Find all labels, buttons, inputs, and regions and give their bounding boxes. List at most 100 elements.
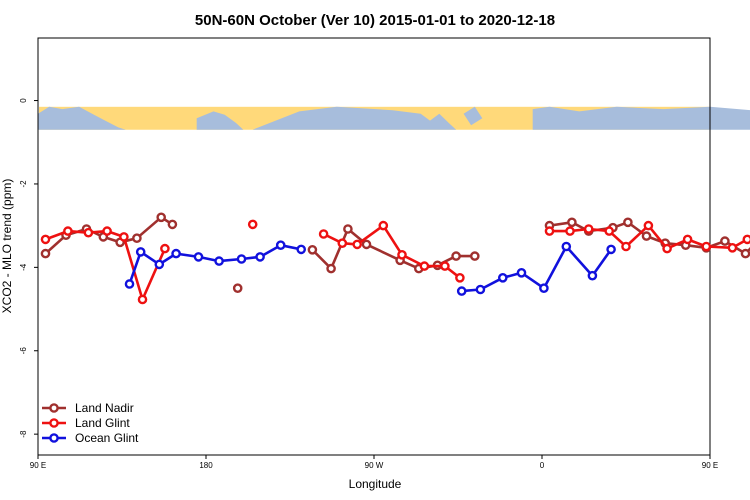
data-point-ocean-glint	[475, 284, 486, 295]
y-tick-label: -8	[19, 430, 28, 438]
data-point-land-glint	[83, 227, 94, 238]
series-line-land-glint	[45, 229, 167, 301]
data-point-land-glint	[119, 232, 129, 242]
chart-title: 50N-60N October (Ver 10) 2015-01-01 to 2…	[195, 12, 555, 29]
x-axis-label: Longitude	[349, 477, 402, 491]
data-point-land-glint	[397, 249, 407, 260]
x-tick-label: 0	[540, 461, 545, 470]
data-point-land-glint	[352, 239, 363, 250]
map-land-4	[532, 106, 750, 130]
map-strip	[38, 106, 750, 130]
data-point-land-nadir	[132, 233, 142, 243]
data-point-land-glint	[544, 226, 555, 236]
x-tick-label: 90 E	[30, 461, 46, 470]
data-point-ocean-glint	[497, 272, 508, 283]
data-point-land-glint	[727, 242, 738, 253]
map-land-3	[463, 106, 483, 126]
data-point-land-glint	[378, 220, 389, 231]
data-point-ocean-glint	[275, 240, 286, 250]
data-point-ocean-glint	[214, 256, 224, 266]
data-point-land-glint	[102, 226, 112, 236]
legend-marker	[49, 403, 59, 413]
legend-label: Land Glint	[75, 416, 130, 430]
data-point-land-nadir	[343, 224, 353, 234]
data-point-ocean-glint	[135, 247, 146, 257]
data-point-land-glint	[337, 238, 348, 248]
series-line-land-glint	[323, 224, 461, 279]
y-axis-label: XCO2 - MLO trend (ppm)	[0, 179, 14, 314]
data-point-land-nadir	[307, 244, 318, 255]
data-point-land-glint	[565, 226, 575, 236]
y-tick-label: -4	[19, 263, 28, 271]
data-point-ocean-glint	[606, 244, 616, 255]
data-point-land-nadir	[623, 217, 633, 228]
data-point-land-glint	[604, 226, 615, 236]
data-point-ocean-glint	[456, 286, 467, 296]
data-point-ocean-glint	[255, 252, 265, 262]
series-land-glint	[40, 219, 750, 305]
y-tick-label: -2	[19, 180, 28, 188]
data-point-land-glint	[583, 224, 594, 234]
x-tick-label: 180	[199, 461, 213, 470]
x-tick-label: 90 E	[702, 461, 718, 470]
legend-label: Ocean Glint	[75, 431, 139, 445]
data-point-land-nadir	[326, 263, 336, 274]
data-point-land-glint	[742, 234, 750, 245]
data-point-ocean-glint	[154, 259, 165, 270]
map-land-0	[38, 106, 126, 130]
data-point-ocean-glint	[193, 252, 204, 262]
data-point-ocean-glint	[587, 270, 598, 281]
y-tick-label: 0	[19, 98, 28, 103]
data-point-land-glint	[440, 261, 450, 271]
map-land-1	[196, 111, 244, 130]
series-ocean-glint	[124, 240, 616, 296]
legend-marker	[49, 418, 59, 428]
series-line-ocean-glint	[128, 243, 302, 285]
data-point-ocean-glint	[171, 248, 181, 259]
data-point-land-glint	[63, 226, 73, 236]
data-point-land-nadir	[720, 236, 730, 246]
data-point-ocean-glint	[236, 254, 247, 264]
map-land-2	[252, 106, 457, 130]
data-point-ocean-glint	[124, 279, 135, 289]
data-point-land-glint	[419, 261, 430, 271]
series-line-land-nadir	[311, 227, 475, 270]
x-tick-label: 90 W	[365, 461, 384, 470]
data-point-land-nadir	[641, 231, 652, 241]
legend-item-land-glint: Land Glint	[42, 416, 130, 430]
data-point-land-glint	[137, 294, 148, 305]
data-point-land-nadir	[232, 283, 243, 294]
legend-item-land-nadir: Land Nadir	[42, 401, 134, 415]
data-point-ocean-glint	[561, 241, 572, 252]
data-point-land-glint	[160, 243, 170, 254]
legend-label: Land Nadir	[75, 401, 134, 415]
data-point-land-glint	[40, 234, 51, 245]
legend-item-ocean-glint: Ocean Glint	[42, 431, 139, 445]
data-point-land-glint	[682, 234, 693, 245]
data-point-land-nadir	[156, 212, 166, 223]
data-point-land-nadir	[40, 248, 51, 259]
data-point-land-glint	[643, 220, 654, 231]
data-point-land-glint	[455, 272, 465, 283]
data-point-land-nadir	[451, 251, 461, 261]
series-line-ocean-glint	[461, 245, 613, 293]
data-point-ocean-glint	[516, 267, 527, 278]
data-point-land-nadir	[361, 239, 372, 250]
data-point-land-glint	[621, 241, 631, 252]
y-axis: 0 -2 -4 -6 -8	[19, 98, 38, 438]
data-point-land-glint	[318, 229, 329, 239]
data-point-land-nadir	[167, 219, 178, 230]
data-point-land-glint	[247, 219, 258, 230]
legend-marker	[49, 433, 59, 443]
data-point-land-glint	[701, 241, 712, 252]
data-point-land-nadir	[567, 217, 577, 228]
series-layer	[40, 212, 750, 305]
data-point-ocean-glint	[539, 283, 549, 294]
data-point-land-nadir	[740, 248, 750, 259]
data-point-land-nadir	[469, 251, 480, 261]
data-point-land-glint	[662, 243, 672, 254]
y-tick-label: -6	[19, 347, 28, 355]
